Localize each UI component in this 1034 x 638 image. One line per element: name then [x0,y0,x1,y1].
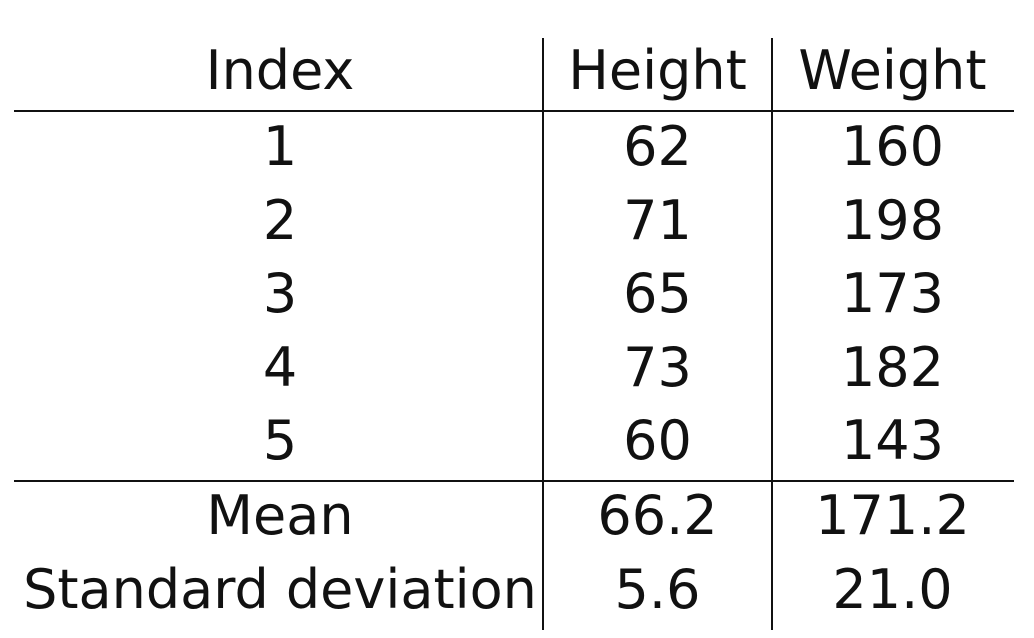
row-5-weight: 143 [840,409,945,472]
row-1-height: 62 [623,115,692,178]
header-height: Height [568,39,747,102]
header-weight: Weight [798,39,987,102]
column-rule-1 [542,38,544,630]
mean-height: 66.2 [597,484,718,547]
row-3-height: 65 [623,262,692,325]
std-label: Standard deviation [23,558,537,621]
row-2-height: 71 [623,189,692,252]
row-5-height: 60 [623,409,692,472]
summary-rule [14,480,1014,482]
header-index: Index [205,39,355,102]
row-4-index: 4 [262,336,298,399]
row-4-weight: 182 [840,336,945,399]
row-1-weight: 160 [840,115,945,178]
row-1-index: 1 [262,115,298,178]
row-5-index: 5 [262,409,298,472]
column-rule-2 [771,38,773,630]
std-height: 5.6 [614,558,701,621]
row-2-weight: 198 [840,189,945,252]
row-3-weight: 173 [840,262,945,325]
mean-label: Mean [206,484,354,547]
std-weight: 21.0 [832,558,953,621]
header-rule [14,110,1014,112]
row-4-height: 73 [623,336,692,399]
row-2-index: 2 [262,189,298,252]
mean-weight: 171.2 [815,484,970,547]
row-3-index: 3 [262,262,298,325]
